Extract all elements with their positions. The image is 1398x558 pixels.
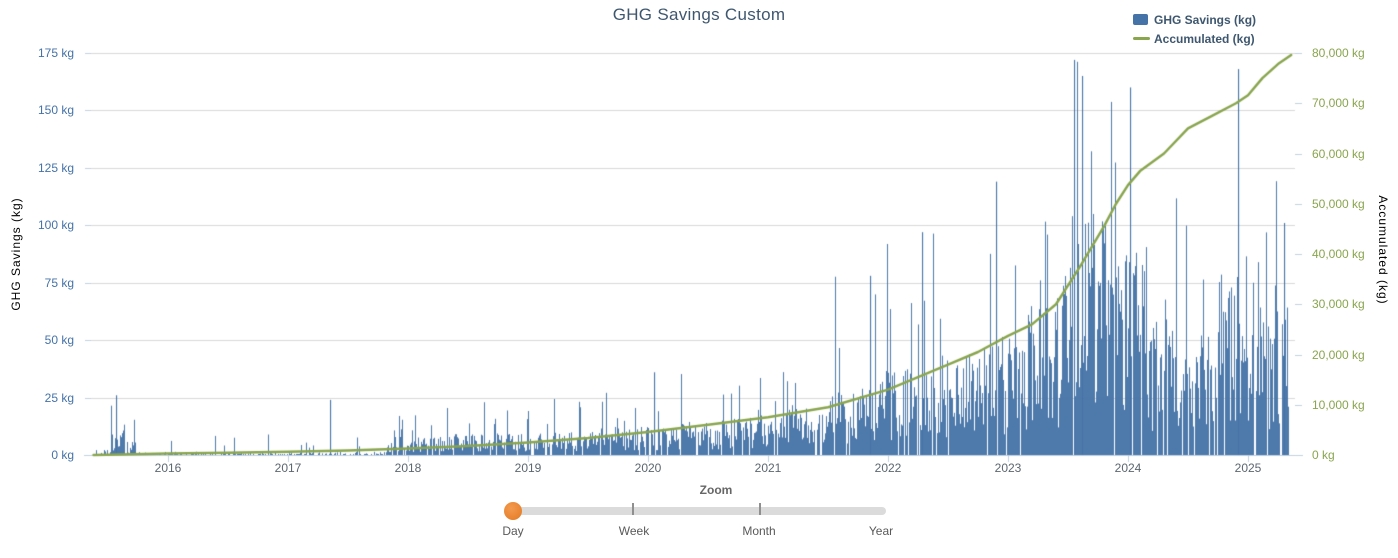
x-axis-tick-label: 2023 [994, 461, 1022, 475]
x-axis-tick-label: 2021 [754, 461, 782, 475]
x-axis-tick-label: 2016 [154, 461, 182, 475]
y-axis-left-tick-label: 25 kg [44, 390, 74, 405]
legend: GHG Savings (kg) Accumulated (kg) [1133, 10, 1256, 48]
zoom-slider-label-month[interactable]: Month [742, 524, 776, 538]
y-axis-right-tick-label: 20,000 kg [1312, 347, 1365, 362]
legend-item-label: GHG Savings (kg) [1154, 12, 1257, 27]
y-axis-right-tick-label: 10,000 kg [1312, 397, 1365, 412]
y-axis-right-tick-label: 0 kg [1312, 448, 1335, 462]
zoom-slider-track[interactable] [505, 507, 886, 515]
legend-item[interactable]: GHG Savings (kg) [1133, 10, 1256, 29]
zoom-slider-label-week[interactable]: Week [618, 524, 650, 538]
y-axis-left-tick-label: 75 kg [44, 275, 74, 290]
y-axis-right-tick-label: 50,000 kg [1312, 196, 1365, 211]
y-axis-left-tick-label: 50 kg [44, 333, 74, 348]
legend-bar-swatch-icon [1133, 14, 1148, 25]
x-axis-tick-label: 2025 [1234, 461, 1262, 475]
x-axis-tick-label: 2018 [394, 461, 422, 475]
legend-item[interactable]: Accumulated (kg) [1133, 29, 1256, 48]
legend-item-label: Accumulated (kg) [1154, 31, 1255, 46]
y-axis-left-tick-label: 0 kg [51, 448, 74, 462]
zoom-slider-label-day[interactable]: Day [502, 524, 524, 538]
zoom-control-label: Zoom [699, 483, 733, 497]
y-axis-right-tick-label: 80,000 kg [1312, 46, 1365, 60]
y-axis-right-title: Accumulated (kg) [1376, 195, 1390, 305]
y-axis-right-tick-label: 70,000 kg [1312, 96, 1365, 111]
y-axis-left-title: GHG Savings (kg) [9, 197, 23, 311]
zoom-slider-tick [632, 503, 634, 515]
y-axis-left-tick-label: 150 kg [37, 103, 74, 118]
x-axis-tick-label: 2022 [874, 461, 902, 475]
x-axis-tick-label: 2020 [634, 461, 662, 475]
x-axis-tick-label: 2024 [1114, 461, 1142, 475]
x-axis-tick-label: 2017 [274, 461, 302, 475]
x-axis-tick-label: 2019 [514, 461, 542, 475]
y-axis-left-tick-label: 175 kg [37, 46, 74, 60]
zoom-slider-tick [759, 503, 761, 515]
chart-title: GHG Savings Custom [612, 5, 786, 24]
y-axis-right-tick-label: 60,000 kg [1312, 146, 1365, 161]
zoom-slider-handle[interactable] [504, 502, 522, 520]
y-axis-left-tick-label: 125 kg [37, 160, 74, 175]
y-axis-right-tick-label: 30,000 kg [1312, 297, 1365, 312]
legend-line-swatch-icon [1133, 37, 1150, 40]
y-axis-right-tick-label: 40,000 kg [1312, 247, 1365, 261]
y-axis-left-tick-label: 100 kg [37, 218, 74, 233]
zoom-slider-label-year[interactable]: Year [868, 524, 894, 538]
